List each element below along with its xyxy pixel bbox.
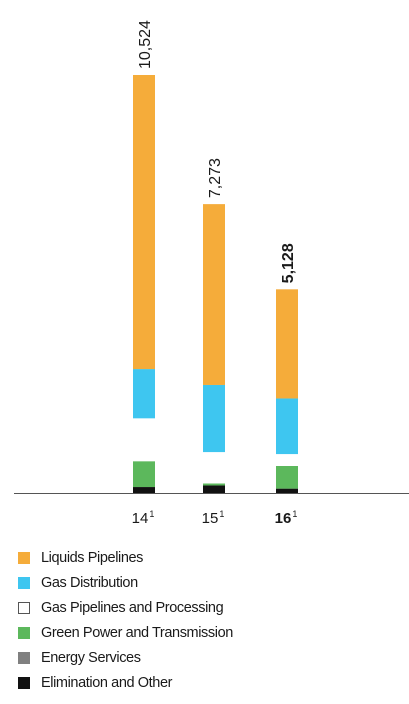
category-year: 14 xyxy=(132,510,149,527)
chart-legend: Liquids Pipelines Gas Distribution Gas Pip… xyxy=(18,545,233,695)
bar-segment-16-elimination-and-other xyxy=(276,488,298,493)
legend-swatch xyxy=(18,601,30,614)
category-year: 15 xyxy=(202,510,219,527)
legend-label: Liquids Pipelines xyxy=(41,549,144,566)
bar-segment-16-liquids-pipelines xyxy=(276,289,298,399)
legend-item-green-power-and-transmission: Green Power and Transmission xyxy=(18,620,233,645)
bar-segment-15-elimination-and-other xyxy=(203,485,225,493)
total-label-14: 10,524 xyxy=(137,20,154,69)
category-footnote: 1 xyxy=(149,509,154,519)
bar-segment-14-gas-distribution xyxy=(133,369,155,419)
bar-segment-15-green-power-and-transmission xyxy=(203,483,225,486)
category-footnote: 1 xyxy=(219,509,224,519)
legend-label: Energy Services xyxy=(41,649,141,666)
legend-item-gas-distribution: Gas Distribution xyxy=(18,570,233,595)
bar-segment-14-green-power-and-transmission xyxy=(133,461,155,488)
legend-swatch xyxy=(18,676,30,689)
legend-item-gas-pipelines-and-processing: Gas Pipelines and Processing xyxy=(18,595,233,620)
category-label-15: 151 xyxy=(202,509,225,527)
bar-segment-14-liquids-pipelines xyxy=(133,75,155,370)
bar-segment-16-gas-distribution xyxy=(276,398,298,455)
bar-segment-14-elimination-and-other xyxy=(133,487,155,493)
legend-item-elimination-and-other: Elimination and Other xyxy=(18,670,233,695)
bar-segment-15-liquids-pipelines xyxy=(203,204,225,385)
category-year: 16 xyxy=(275,510,292,527)
legend-label: Elimination and Other xyxy=(41,674,173,691)
legend-item-energy-services: Energy Services xyxy=(18,645,233,670)
bar-segment-16-gas-pipelines-and-processing xyxy=(276,454,298,466)
legend-swatch xyxy=(18,651,30,664)
bar-segment-15-gas-distribution xyxy=(203,384,225,453)
category-label-14: 141 xyxy=(132,509,155,527)
total-label-16: 5,128 xyxy=(280,243,297,283)
legend-swatch xyxy=(18,551,30,564)
legend-label: Green Power and Transmission xyxy=(41,624,233,641)
legend-label: Gas Pipelines and Processing xyxy=(41,599,224,616)
category-label-16: 161 xyxy=(275,509,298,527)
bars-layer xyxy=(133,75,298,493)
legend-swatch xyxy=(18,576,30,589)
bar-segment-15-gas-pipelines-and-processing xyxy=(203,452,225,484)
bar-segment-16-green-power-and-transmission xyxy=(276,465,298,489)
legend-swatch xyxy=(18,626,30,639)
bar-segment-14-gas-pipelines-and-processing xyxy=(133,418,155,462)
legend-label: Gas Distribution xyxy=(41,574,138,591)
category-footnote: 1 xyxy=(292,509,297,519)
total-label-15: 7,273 xyxy=(207,158,224,198)
legend-item-liquids-pipelines: Liquids Pipelines xyxy=(18,545,233,570)
